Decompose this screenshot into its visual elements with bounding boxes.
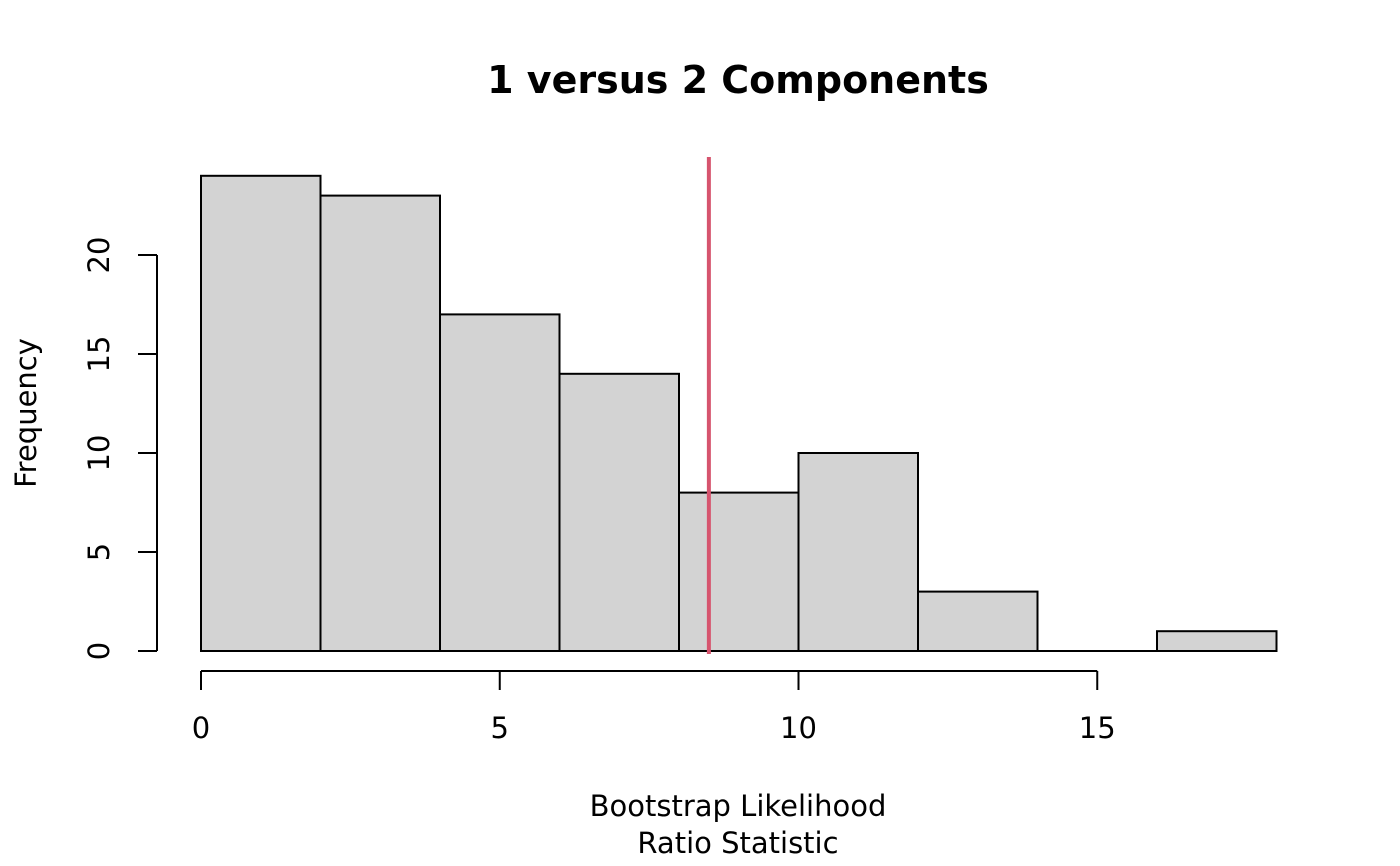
y-tick-label: 20: [82, 237, 116, 274]
x-axis: 0 5 10 15: [192, 670, 1116, 745]
x-axis-label-line-2: Ratio Statistic: [637, 826, 838, 860]
x-tick-label: 5: [491, 711, 509, 745]
histogram-bar: [200, 174, 322, 653]
histogram-bar: [558, 372, 680, 652]
x-axis-label-line-1: Bootstrap Likelihood: [590, 789, 887, 823]
histogram-bar: [797, 452, 919, 652]
y-tick-label: 10: [82, 435, 116, 472]
y-axis-label: Frequency: [9, 338, 43, 488]
x-tick-label: 0: [192, 711, 210, 745]
histogram-bar: [678, 491, 800, 652]
x-tick-label: 15: [1079, 711, 1116, 745]
histogram-bar: [439, 313, 561, 652]
bars-group: [200, 174, 1278, 653]
chart-title: 1 versus 2 Components: [487, 58, 989, 102]
y-tick-label: 15: [82, 336, 116, 373]
histogram-bar: [319, 194, 441, 652]
y-axis: 0 5 10 15 20: [82, 237, 158, 660]
x-tick-label: 10: [780, 711, 817, 745]
y-tick-label: 5: [82, 543, 116, 561]
y-tick-label: 0: [82, 642, 116, 660]
histogram-bar: [1156, 630, 1278, 653]
histogram-bar: [917, 590, 1039, 652]
